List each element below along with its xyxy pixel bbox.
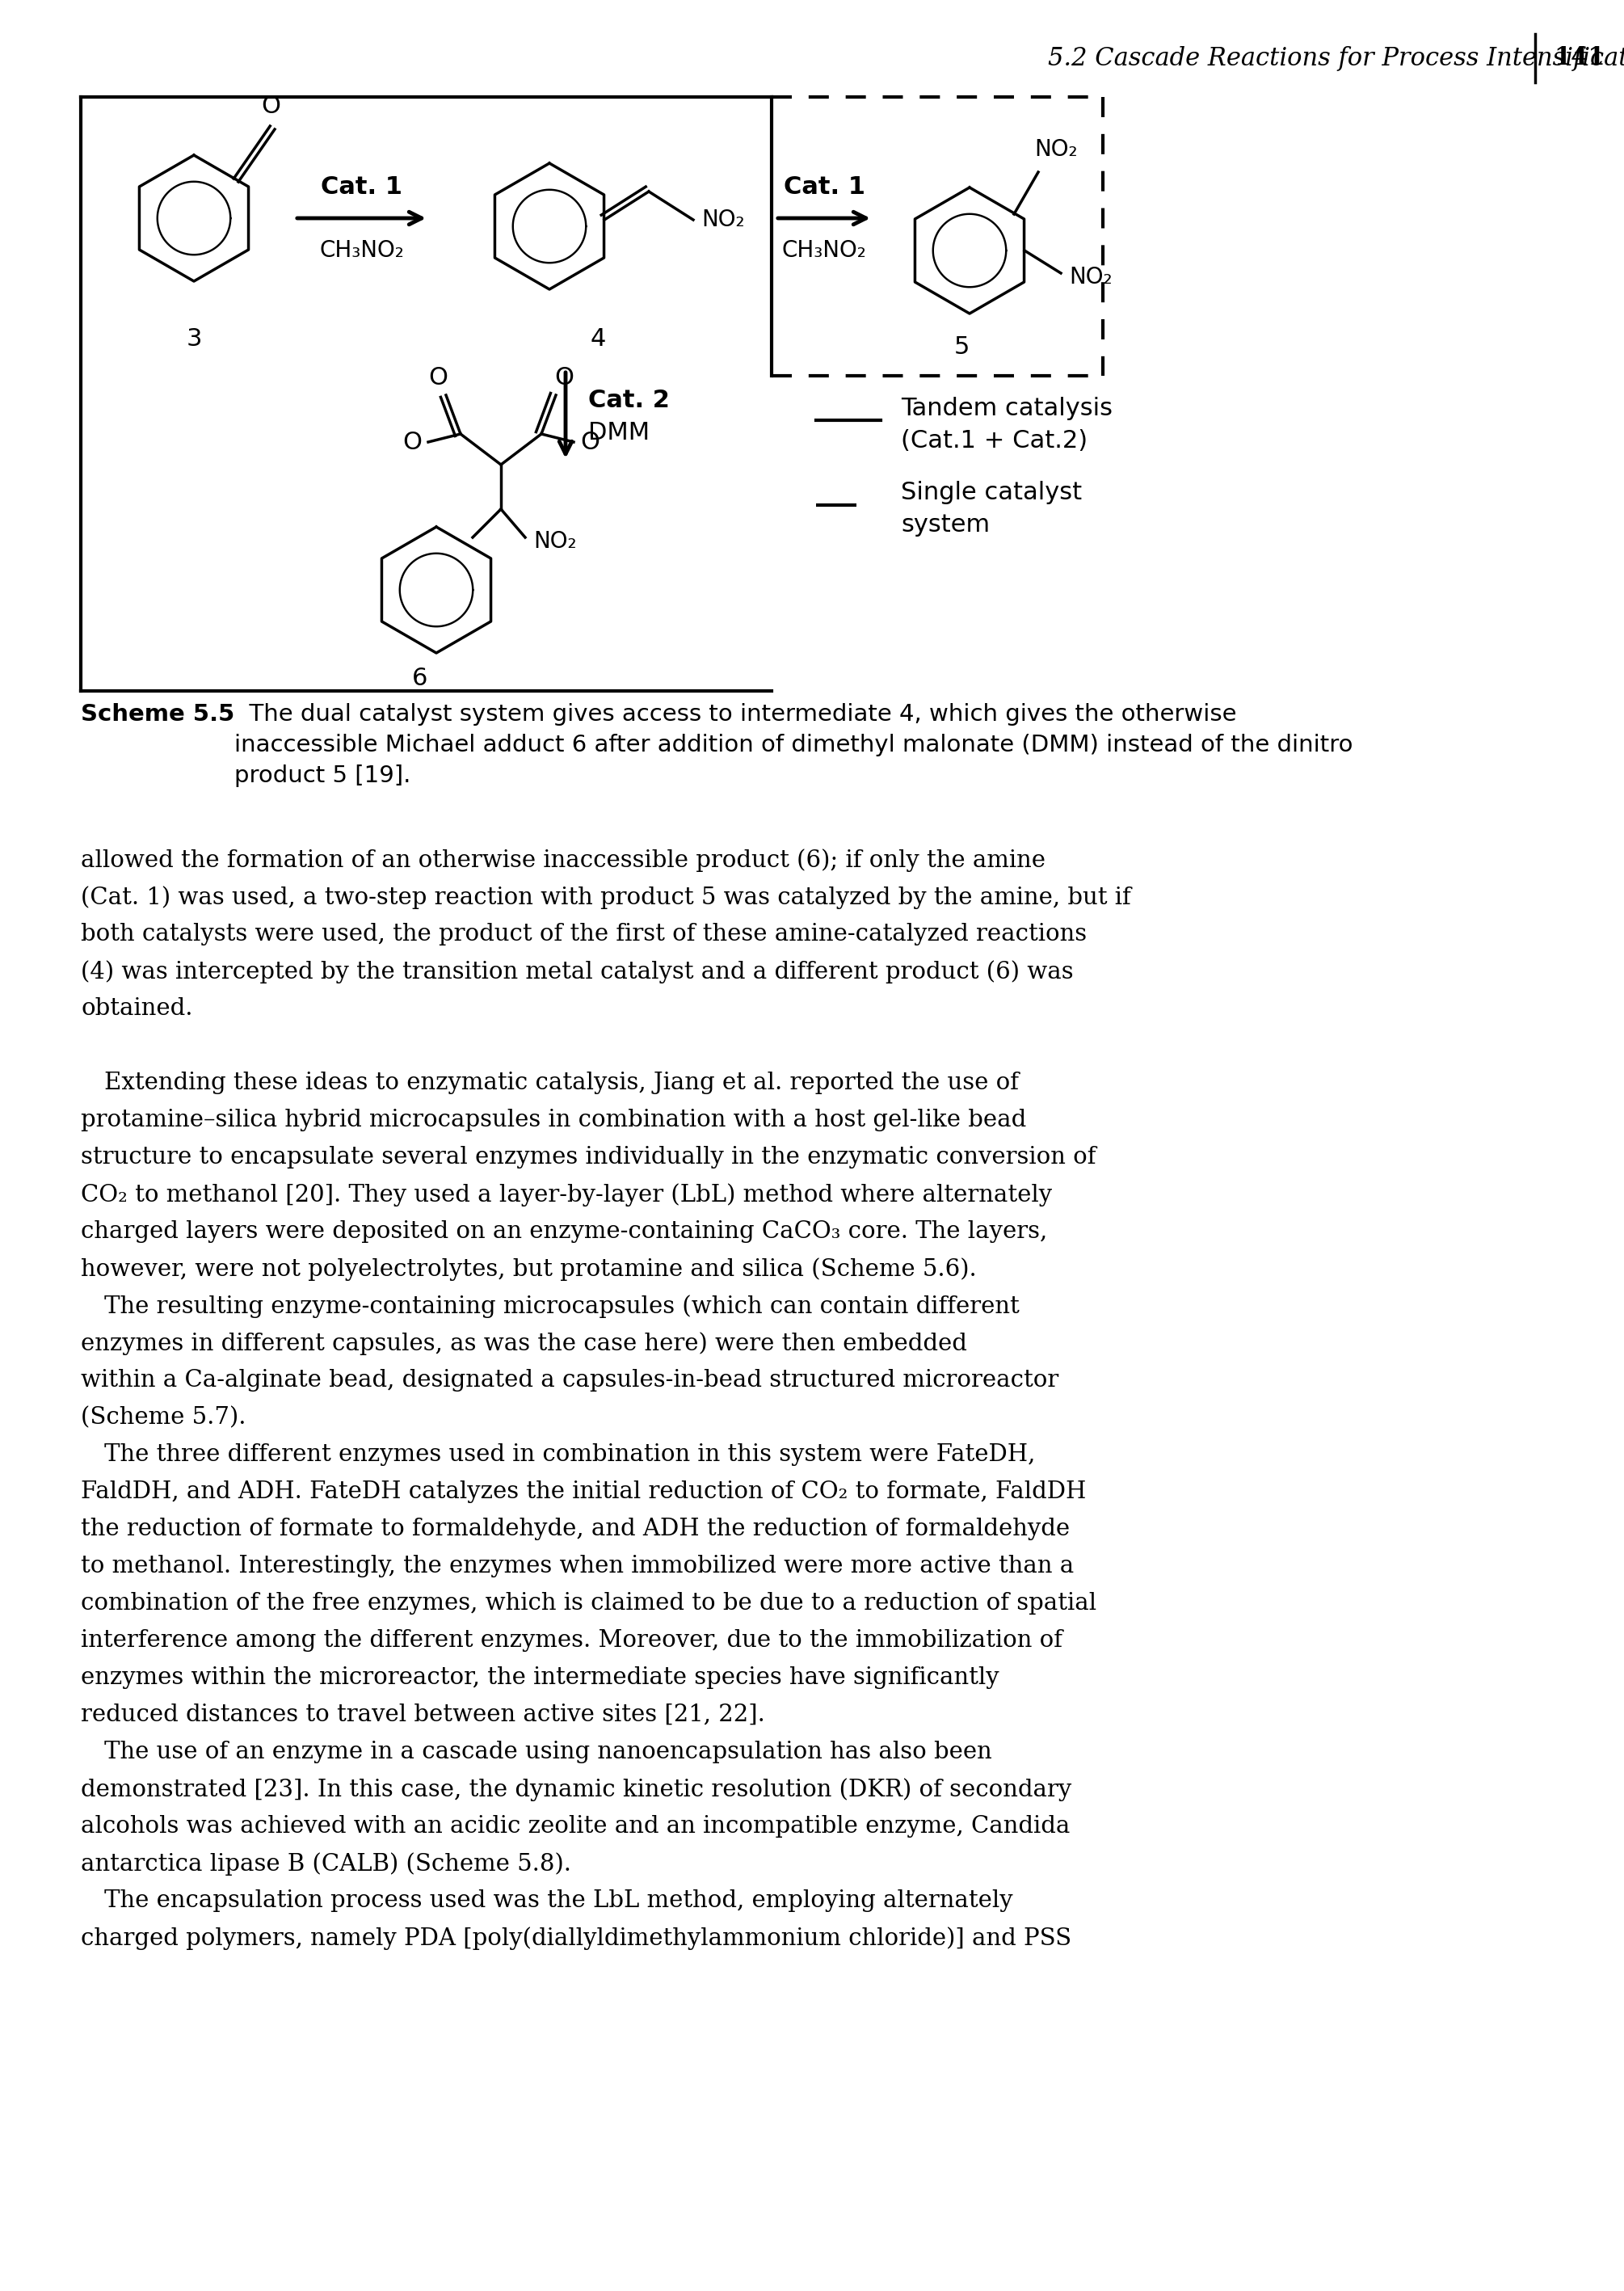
Text: both catalysts were used, the product of the first of these amine-catalyzed reac: both catalysts were used, the product of… <box>81 923 1086 946</box>
Text: (Cat. 1) was used, a two-step reaction with product 5 was catalyzed by the amine: (Cat. 1) was used, a two-step reaction w… <box>81 887 1130 910</box>
Text: O: O <box>261 94 281 119</box>
Text: (4) was intercepted by the transition metal catalyst and a different product (6): (4) was intercepted by the transition me… <box>81 960 1073 983</box>
Text: NO₂: NO₂ <box>1034 137 1077 160</box>
Text: NO₂: NO₂ <box>702 208 745 231</box>
Text: however, were not polyelectrolytes, but protamine and silica (Scheme 5.6).: however, were not polyelectrolytes, but … <box>81 1258 976 1281</box>
Text: charged layers were deposited on an enzyme-containing CaCO₃ core. The layers,: charged layers were deposited on an enzy… <box>81 1221 1047 1244</box>
Text: interference among the different enzymes. Moreover, due to the immobilization of: interference among the different enzymes… <box>81 1629 1062 1652</box>
Text: enzymes within the microreactor, the intermediate species have significantly: enzymes within the microreactor, the int… <box>81 1666 999 1688</box>
Text: 5: 5 <box>953 337 970 360</box>
Text: within a Ca-alginate bead, designated a capsules-in-bead structured microreactor: within a Ca-alginate bead, designated a … <box>81 1370 1059 1391</box>
Text: enzymes in different capsules, as was the case here) were then embedded: enzymes in different capsules, as was th… <box>81 1331 966 1354</box>
Text: Cat. 1: Cat. 1 <box>322 176 403 199</box>
Text: The dual catalyst system gives access to intermediate 4, which gives the otherwi: The dual catalyst system gives access to… <box>234 703 1353 786</box>
Text: NO₂: NO₂ <box>1069 266 1112 289</box>
Text: reduced distances to travel between active sites [21, 22].: reduced distances to travel between acti… <box>81 1705 765 1725</box>
Text: structure to encapsulate several enzymes individually in the enzymatic conversio: structure to encapsulate several enzymes… <box>81 1146 1096 1168</box>
Text: Single catalyst: Single catalyst <box>901 481 1082 504</box>
Text: the reduction of formate to formaldehyde, and ADH the reduction of formaldehyde: the reduction of formate to formaldehyde… <box>81 1517 1070 1540</box>
Text: 4: 4 <box>590 328 606 351</box>
Text: NO₂: NO₂ <box>533 529 577 552</box>
Text: Cat. 1: Cat. 1 <box>783 176 866 199</box>
Text: charged polymers, namely PDA [poly(diallyldimethylammonium chloride)] and PSS: charged polymers, namely PDA [poly(diall… <box>81 1927 1072 1950</box>
Text: Extending these ideas to enzymatic catalysis, Jiang et al. reported the use of: Extending these ideas to enzymatic catal… <box>81 1072 1018 1095</box>
Text: CH₃NO₂: CH₃NO₂ <box>781 238 867 261</box>
Text: 3: 3 <box>187 328 201 351</box>
Text: demonstrated [23]. In this case, the dynamic kinetic resolution (DKR) of seconda: demonstrated [23]. In this case, the dyn… <box>81 1778 1072 1801</box>
Text: CO₂ to methanol [20]. They used a layer-by-layer (LbL) method where alternately: CO₂ to methanol [20]. They used a layer-… <box>81 1182 1052 1207</box>
Text: Tandem catalysis: Tandem catalysis <box>901 396 1112 419</box>
Text: CH₃NO₂: CH₃NO₂ <box>320 238 404 261</box>
Text: The use of an enzyme in a cascade using nanoencapsulation has also been: The use of an enzyme in a cascade using … <box>81 1741 992 1764</box>
Text: The three different enzymes used in combination in this system were FateDH,: The three different enzymes used in comb… <box>81 1443 1036 1466</box>
Text: obtained.: obtained. <box>81 997 193 1019</box>
Text: 5.2 Cascade Reactions for Process Intensification: 5.2 Cascade Reactions for Process Intens… <box>1047 46 1624 71</box>
Text: O: O <box>403 431 422 454</box>
Text: (Cat.1 + Cat.2): (Cat.1 + Cat.2) <box>901 428 1088 451</box>
Text: alcohols was achieved with an acidic zeolite and an incompatible enzyme, Candida: alcohols was achieved with an acidic zeo… <box>81 1814 1070 1837</box>
Text: allowed the formation of an otherwise inaccessible product (6); if only the amin: allowed the formation of an otherwise in… <box>81 848 1046 873</box>
Text: combination of the free enzymes, which is claimed to be due to a reduction of sp: combination of the free enzymes, which i… <box>81 1592 1096 1615</box>
Text: antarctica lipase B (CALB) (Scheme 5.8).: antarctica lipase B (CALB) (Scheme 5.8). <box>81 1851 572 1876</box>
Text: O: O <box>429 367 448 389</box>
Text: Scheme 5.5: Scheme 5.5 <box>81 703 234 726</box>
Text: (Scheme 5.7).: (Scheme 5.7). <box>81 1407 245 1430</box>
Text: The resulting enzyme-containing microcapsules (which can contain different: The resulting enzyme-containing microcap… <box>81 1294 1020 1317</box>
Text: O: O <box>580 431 599 454</box>
Text: to methanol. Interestingly, the enzymes when immobilized were more active than a: to methanol. Interestingly, the enzymes … <box>81 1556 1073 1578</box>
Text: DMM: DMM <box>588 422 650 444</box>
Text: 141: 141 <box>1554 46 1605 71</box>
Text: system: system <box>901 513 991 536</box>
Text: 6: 6 <box>412 667 429 690</box>
Text: FaldDH, and ADH. FateDH catalyzes the initial reduction of CO₂ to formate, FaldD: FaldDH, and ADH. FateDH catalyzes the in… <box>81 1480 1086 1503</box>
Text: O: O <box>554 367 573 389</box>
Text: Cat. 2: Cat. 2 <box>588 387 669 412</box>
Text: protamine–silica hybrid microcapsules in combination with a host gel-like bead: protamine–silica hybrid microcapsules in… <box>81 1109 1026 1132</box>
Text: The encapsulation process used was the LbL method, employing alternately: The encapsulation process used was the L… <box>81 1890 1013 1913</box>
